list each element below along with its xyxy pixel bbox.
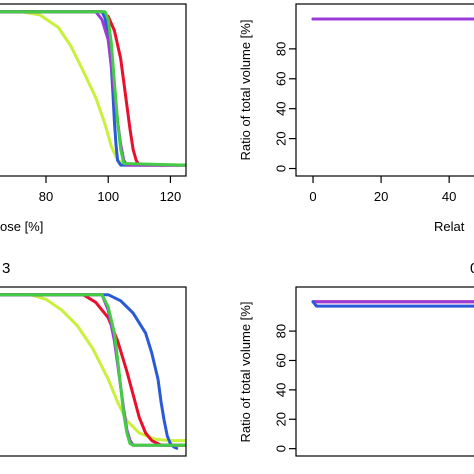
panel-dose-bottom: 3 — [0, 260, 187, 457]
x-tick-label: 100 — [97, 189, 119, 204]
panel-dose-top: 80 100 120 ose [%] — [0, 3, 187, 234]
series-group — [0, 10, 186, 167]
x-tick-label: 80 — [39, 189, 53, 204]
panel-title: 0 — [470, 260, 474, 277]
series-line-3 — [0, 293, 186, 447]
x-tick-label: 120 — [160, 189, 182, 204]
y-tick-label: 20 — [273, 412, 288, 426]
series-line-2 — [0, 293, 179, 450]
y-axis-title: Ratio of total volume [%] — [238, 302, 253, 443]
panel-volume-top: 0 20 40 0 20 40 60 80 Relat Ratio of total volume… — [238, 3, 474, 234]
series-line-0 — [0, 293, 186, 443]
y-tick-label: 20 — [273, 131, 288, 145]
plot-frame — [295, 3, 474, 177]
x-axis-title: ose [%] — [0, 219, 43, 234]
x-tick-label: 40 — [442, 189, 456, 204]
panel-volume-bottom: 0 20 40 60 80 Ratio of total volume [%] 0 — [238, 260, 474, 457]
series-line-0 — [0, 10, 186, 167]
x-tick-label: 0 — [309, 189, 316, 204]
plot-frame — [0, 286, 187, 457]
x-axis-title: Relat — [434, 219, 465, 234]
plot-frame — [0, 3, 187, 177]
y-tick-label: 40 — [273, 101, 288, 115]
plot-frame — [295, 286, 474, 457]
series-group — [0, 293, 186, 450]
series-group — [311, 300, 474, 308]
series-line-4 — [0, 10, 186, 167]
x-tick-label: 20 — [374, 189, 388, 204]
y-tick-label: 60 — [273, 353, 288, 367]
panel-title: 3 — [2, 260, 10, 277]
series-line-4 — [0, 293, 186, 447]
y-tick-label: 40 — [273, 383, 288, 397]
y-axis-title: Ratio of total volume [%] — [238, 20, 253, 161]
y-tick-label: 80 — [273, 324, 288, 338]
y-tick-label: 0 — [273, 165, 288, 172]
y-tick-label: 60 — [273, 72, 288, 86]
y-tick-label: 0 — [273, 445, 288, 452]
series-line-1 — [0, 293, 186, 447]
series-line-2 — [311, 300, 474, 308]
y-tick-label: 80 — [273, 42, 288, 56]
